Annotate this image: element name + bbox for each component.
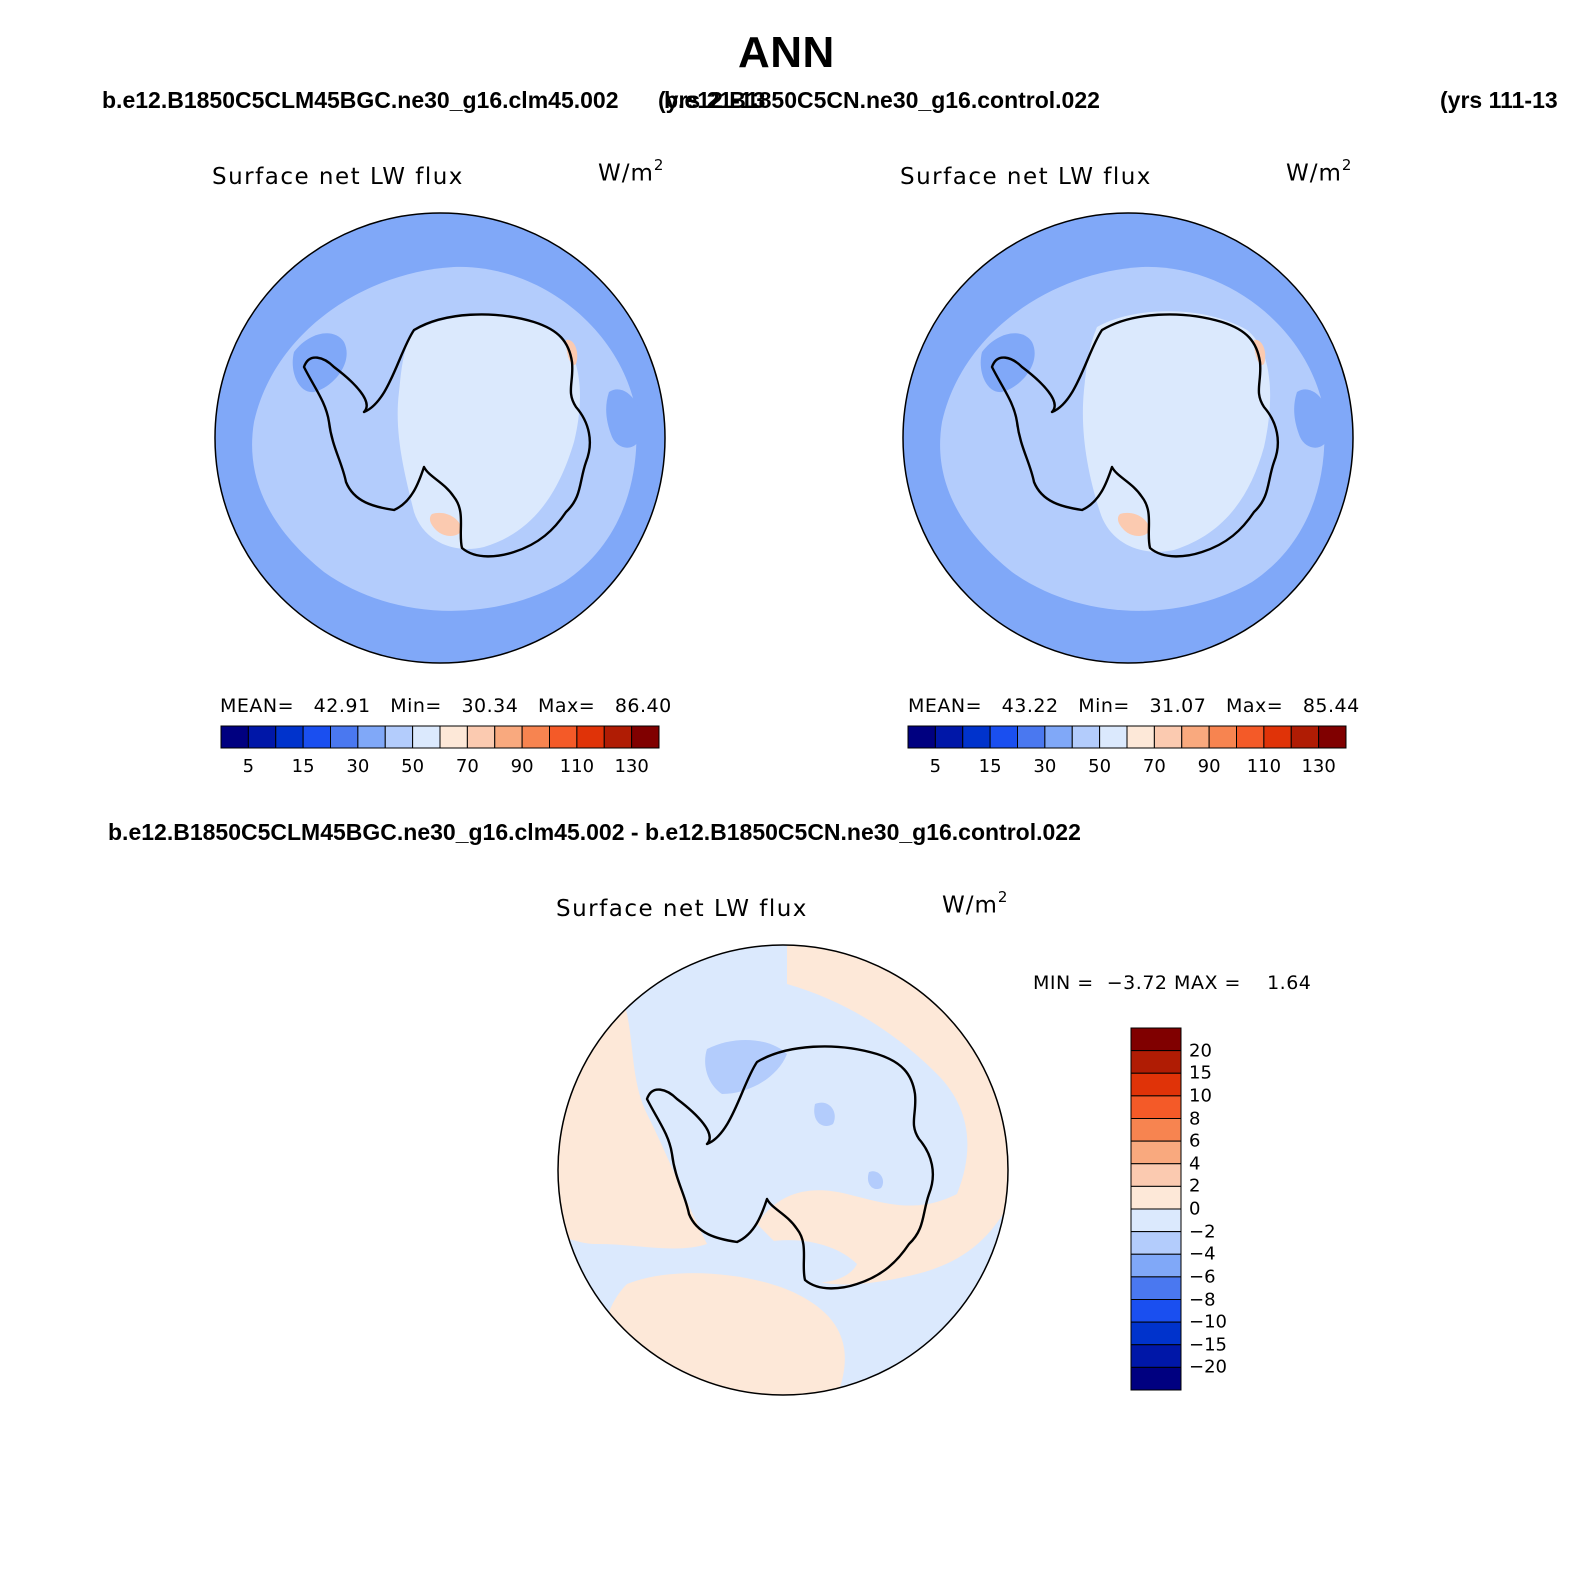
colorbar-tick-label: −2 (1189, 1221, 1216, 1243)
colorbar-tick-label: 20 (1189, 1040, 1212, 1062)
colorbar-tick-label: 8 (1189, 1108, 1201, 1129)
case1-name: b.e12.B1850C5CLM45BGC.ne30_g16.clm45.002 (102, 87, 619, 113)
colorbar-tick-label: 130 (614, 756, 649, 777)
panel1-label: Surface net LW flux (212, 164, 464, 190)
colorbar-tick-label: −10 (1189, 1311, 1227, 1333)
colorbar-swatch (1153, 725, 1183, 749)
colorbar-swatch (962, 725, 991, 749)
colorbar-swatch (907, 725, 936, 749)
panel2-map (902, 212, 1354, 664)
colorbar-tick-label: 15 (978, 756, 1002, 777)
colorbar-tick-label: −8 (1189, 1289, 1216, 1310)
colorbar-tick-label: 90 (510, 756, 534, 777)
colorbar-tick-label: 110 (1246, 756, 1282, 777)
diff-colorbar (1130, 1027, 1182, 1391)
colorbar-swatch (603, 725, 633, 749)
panel2-units: W/m2 (1286, 156, 1353, 187)
panel1-colorbar-ticks: 5 15 30 50 70 90 110 130 (221, 756, 659, 780)
colorbar-swatch (247, 725, 277, 749)
colorbar-swatch (220, 725, 249, 749)
colorbar-swatch (1290, 725, 1320, 749)
colorbar-tick-label: 50 (401, 756, 425, 777)
colorbar-swatch (1099, 725, 1128, 749)
colorbar-swatch (494, 725, 523, 749)
diff-title: b.e12.B1850C5CLM45BGC.ne30_g16.clm45.002… (108, 819, 1081, 845)
diff-map (557, 944, 1009, 1396)
diff-label: Surface net LW flux (556, 896, 808, 922)
panel2-field (903, 213, 1353, 663)
colorbar-tick-label: 110 (559, 756, 595, 777)
colorbar-swatch (1236, 725, 1265, 749)
colorbar-swatch (1044, 725, 1073, 749)
colorbar-swatch (989, 725, 1018, 749)
colorbar-swatch (412, 725, 441, 749)
diff-field (558, 945, 1008, 1395)
colorbar-swatch (521, 725, 550, 749)
colorbar-tick-label: 90 (1197, 756, 1221, 777)
panel2-label: Surface net LW flux (900, 164, 1152, 190)
colorbar-tick-label: 0 (1189, 1198, 1201, 1220)
diff-stats: MIN = −3.72 MAX = 1.64 (1033, 972, 1312, 994)
panel2-colorbar-ticks: 5 15 30 50 70 90 110 130 (908, 756, 1346, 780)
panel1-stats: MEAN= 42.91 Min= 30.34 Max= 86.40 (220, 695, 672, 717)
colorbar-tick-label: −6 (1189, 1266, 1216, 1288)
colorbar-swatch (1130, 1366, 1182, 1391)
case1-years: (yrs 21-13 (658, 87, 766, 113)
colorbar-swatch (330, 725, 359, 749)
colorbar-swatch (1071, 725, 1101, 749)
colorbar-swatch (357, 725, 386, 749)
colorbar-swatch (439, 725, 468, 749)
colorbar-tick-label: −20 (1189, 1356, 1227, 1378)
colorbar-tick-label: 5 (929, 756, 942, 777)
panel2-colorbar (907, 725, 1347, 749)
colorbar-swatch (1017, 725, 1046, 749)
colorbar-swatch (1181, 725, 1210, 749)
colorbar-swatch (576, 725, 605, 749)
colorbar-swatch (384, 725, 414, 749)
colorbar-swatch (549, 725, 578, 749)
colorbar-swatch (1126, 725, 1155, 749)
colorbar-swatch (934, 725, 964, 749)
colorbar-tick-label: 30 (346, 756, 370, 777)
panel1-map (214, 212, 666, 664)
colorbar-swatch (275, 725, 304, 749)
panel1-colorbar (220, 725, 660, 749)
colorbar-swatch (631, 725, 660, 749)
colorbar-tick-label: 70 (455, 756, 479, 777)
diff-units: W/m2 (942, 888, 1009, 919)
colorbar-tick-label: 2 (1189, 1175, 1201, 1197)
colorbar-tick-label: 15 (291, 756, 315, 777)
colorbar-tick-label: 130 (1301, 756, 1336, 777)
case2-years: (yrs 111-13 (1440, 87, 1558, 113)
panel1-field (215, 213, 665, 663)
case2-name: b.e12.B1850C5CN.ne30_g16.control.022 (664, 87, 1100, 113)
colorbar-tick-label: 30 (1033, 756, 1057, 777)
colorbar-swatch (1263, 725, 1292, 749)
colorbar-tick-label: 5 (242, 756, 255, 777)
colorbar-swatch (302, 725, 331, 749)
colorbar-tick-label: 10 (1189, 1085, 1212, 1107)
colorbar-swatch (1318, 725, 1347, 749)
colorbar-tick-label: 6 (1189, 1130, 1201, 1152)
colorbar-tick-label: 70 (1142, 756, 1166, 777)
colorbar-tick-label: 50 (1088, 756, 1112, 777)
panel1-units: W/m2 (598, 156, 665, 187)
diff-colorbar-ticks: 20 15 10 8 6 4 2 0 −2 −4 −6 −8 −10 −15 −20 (1131, 1028, 1251, 1390)
colorbar-tick-label: −15 (1189, 1334, 1227, 1356)
panel2-stats: MEAN= 43.22 Min= 31.07 Max= 85.44 (908, 695, 1360, 717)
figure-title: ANN (738, 28, 835, 77)
colorbar-swatch (1208, 725, 1237, 749)
colorbar-tick-label: −4 (1189, 1243, 1216, 1265)
colorbar-swatch (466, 725, 496, 749)
colorbar-tick-label: 4 (1189, 1153, 1201, 1175)
colorbar-tick-label: 15 (1189, 1062, 1212, 1084)
